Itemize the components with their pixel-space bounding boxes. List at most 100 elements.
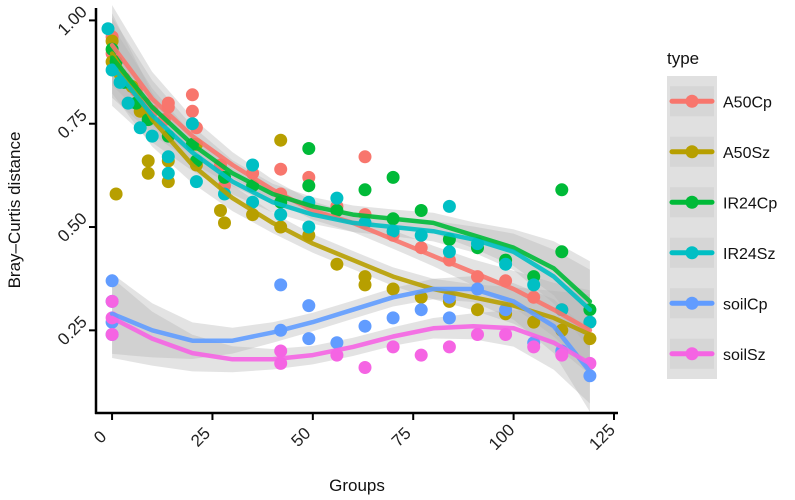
legend-key-point xyxy=(685,195,699,209)
point-soilCp xyxy=(583,369,597,383)
legend-label-soilCp: soilCp xyxy=(723,296,768,313)
point-IR24Cp xyxy=(358,183,372,197)
point-soilSz xyxy=(471,328,484,341)
point-IR24Cp xyxy=(555,245,569,259)
point-soilSz xyxy=(442,340,456,354)
point-IR24Cp xyxy=(302,179,316,193)
point-IR24Sz xyxy=(145,129,159,143)
point-A50Cp xyxy=(185,88,199,102)
x-tick-label: 75 xyxy=(388,424,415,451)
point-IR24Sz xyxy=(583,315,597,329)
point-soilCp xyxy=(274,278,288,292)
legend: type A50Cp A50Sz IR24Cp IR24Sz soilCp soilSz xyxy=(667,49,777,379)
trend-lines xyxy=(109,42,593,374)
point-IR24Sz xyxy=(121,96,135,110)
x-axis-title: Groups xyxy=(329,476,385,495)
x-tick-label: 25 xyxy=(187,424,214,451)
point-A50Sz xyxy=(141,154,155,168)
point-A50Sz xyxy=(358,278,372,292)
point-IR24Cp xyxy=(414,204,428,217)
legend-key-background xyxy=(667,76,717,379)
legend-label-soilSz: soilSz xyxy=(723,347,766,364)
point-soilCp xyxy=(302,332,316,346)
confidence-band-A50Cp xyxy=(112,5,590,371)
point-soilCp xyxy=(358,319,372,333)
legend-key-point xyxy=(685,347,699,361)
confidence-band-A50Sz xyxy=(112,13,590,375)
legend-key-point xyxy=(685,296,699,310)
point-A50Sz xyxy=(330,257,344,271)
point-IR24Cp xyxy=(302,142,316,155)
point-IR24Sz xyxy=(274,208,288,222)
point-IR24Sz xyxy=(442,245,456,259)
point-A50Cp xyxy=(358,150,372,164)
legend-key-point xyxy=(685,145,699,159)
point-soilSz xyxy=(386,340,400,354)
point-soilSz xyxy=(527,340,541,354)
y-tick-label: 0.25 xyxy=(54,312,91,349)
point-soilCp xyxy=(386,311,400,325)
legend-label-A50Sz: A50Sz xyxy=(723,145,770,162)
point-IR24Sz xyxy=(101,22,115,36)
point-soilCp xyxy=(414,303,428,317)
point-soilSz xyxy=(555,348,569,362)
point-IR24Sz xyxy=(302,220,316,234)
y-tick-label: 0.50 xyxy=(54,209,91,246)
legend-key-point xyxy=(685,94,699,108)
point-IR24Cp xyxy=(555,183,569,197)
point-A50Sz xyxy=(214,204,227,217)
legend-label-A50Cp: A50Cp xyxy=(723,94,772,111)
point-soilCp xyxy=(302,299,316,313)
legend-title: type xyxy=(667,49,699,68)
confidence-band-soilSz xyxy=(112,277,590,404)
point-A50Sz xyxy=(141,166,155,180)
y-tick-label: 0.75 xyxy=(54,106,91,143)
point-A50Sz xyxy=(471,303,484,317)
x-tick-label: 50 xyxy=(288,424,315,451)
point-soilSz xyxy=(414,348,428,362)
point-soilCp xyxy=(330,336,344,350)
point-IR24Sz xyxy=(527,278,541,292)
point-soilSz xyxy=(274,344,288,358)
point-A50Sz xyxy=(218,216,231,230)
point-A50Sz xyxy=(274,133,288,147)
point-soilSz xyxy=(105,328,119,341)
point-IR24Sz xyxy=(499,257,513,271)
point-soilCp xyxy=(442,311,456,325)
x-tick-label: 0 xyxy=(90,427,110,447)
point-IR24Sz xyxy=(189,175,203,189)
point-IR24Sz xyxy=(161,150,175,164)
point-IR24Sz xyxy=(442,199,456,213)
point-soilSz xyxy=(105,294,119,308)
trend-line-IR24Sz xyxy=(109,63,593,312)
point-A50Sz xyxy=(109,187,123,201)
x-tick-label: 125 xyxy=(585,420,618,453)
point-soilCp xyxy=(105,274,119,288)
point-A50Cp xyxy=(185,104,199,118)
point-IR24Sz xyxy=(246,158,260,172)
point-A50Sz xyxy=(386,282,400,296)
point-A50Cp xyxy=(274,162,288,176)
trend-line-IR24Cp xyxy=(109,55,593,304)
point-IR24Sz xyxy=(161,166,175,180)
legend-label-IR24Sz: IR24Sz xyxy=(723,246,775,263)
point-A50Cp xyxy=(161,96,175,110)
legend-items: A50Cp A50Sz IR24Cp IR24Sz soilCp soilSz xyxy=(669,86,777,369)
y-tick-label: 1.00 xyxy=(54,2,91,39)
point-IR24Sz xyxy=(133,121,147,135)
point-A50Sz xyxy=(527,315,541,329)
trend-line-soilSz xyxy=(109,315,593,366)
legend-label-IR24Cp: IR24Cp xyxy=(723,195,777,212)
point-IR24Sz xyxy=(246,195,260,209)
trend-line-A50Sz xyxy=(109,51,593,337)
legend-key-point xyxy=(685,246,699,260)
point-soilSz xyxy=(499,328,513,341)
point-soilSz xyxy=(358,361,372,374)
point-IR24Sz xyxy=(185,117,199,131)
point-IR24Sz xyxy=(330,191,344,205)
trend-line-soilCp xyxy=(109,286,593,374)
y-axis-title: Bray–Curtis distance xyxy=(5,132,24,289)
point-IR24Cp xyxy=(386,170,400,184)
x-tick-label: 100 xyxy=(485,420,518,453)
